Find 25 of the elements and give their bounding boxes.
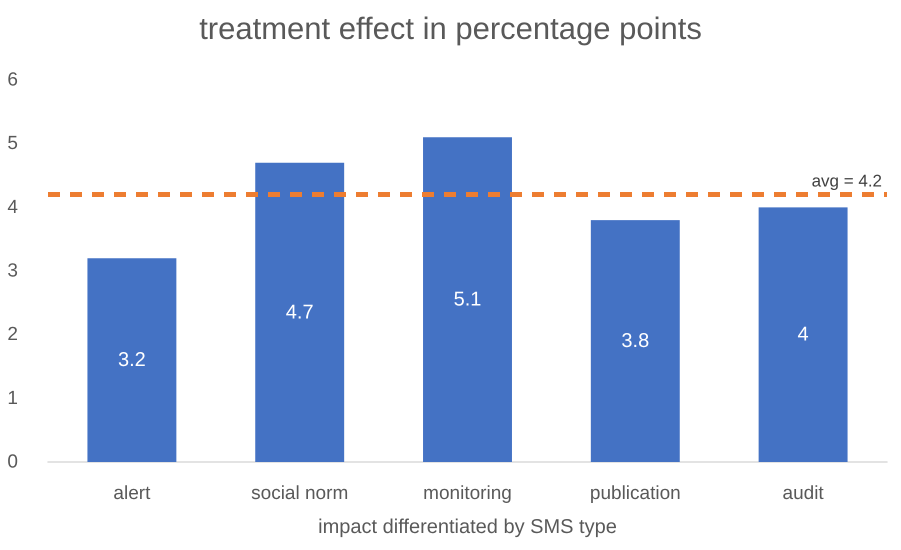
y-tick-label: 4 [7,196,18,218]
data-label: 4.7 [286,301,314,324]
x-axis-title: impact differentiated by SMS type [318,516,617,538]
y-tick-label: 5 [7,133,18,154]
bar [590,220,680,462]
y-tick-label: 0 [7,452,18,472]
data-label: 5.1 [454,288,482,311]
x-tick-label: alert [113,483,152,504]
ref-line-label: avg = 4.2 [812,172,882,191]
bar [87,258,176,462]
bar [758,207,848,462]
data-label: 3.8 [621,330,650,352]
bar [423,137,512,462]
x-tick-label: monitoring [423,483,512,504]
bar [255,162,344,462]
chart-title: treatment effect in percentage points [199,11,702,46]
x-tick-label: audit [782,483,824,504]
x-tick-label: social norm [251,483,348,504]
y-tick-label: 2 [7,324,18,346]
data-label: 4 [798,324,809,346]
data-label: 3.2 [118,349,146,372]
y-tick-label: 6 [7,70,18,90]
x-tick-label: publication [590,483,681,504]
y-tick-label: 1 [7,388,18,409]
y-tick-label: 3 [7,260,18,282]
